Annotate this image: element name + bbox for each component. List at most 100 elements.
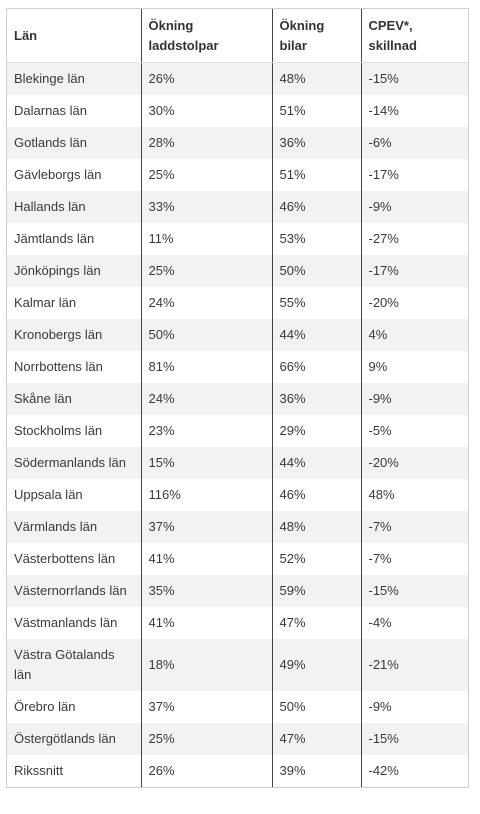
cell-cars-increase: 46%	[271, 479, 361, 511]
cell-county: Skåne län	[7, 383, 141, 415]
cell-county: Örebro län	[7, 691, 141, 723]
cell-cpev-difference: -9%	[360, 191, 468, 223]
cell-cars-increase: 39%	[271, 755, 361, 787]
cell-cars-increase: 44%	[271, 319, 361, 351]
cell-county: Gävleborgs län	[7, 159, 141, 191]
cell-charging-increase: 25%	[140, 723, 272, 755]
cell-cpev-difference: 48%	[360, 479, 468, 511]
header-cpev-difference: CPEV*, skillnad	[360, 9, 468, 63]
cell-cars-increase: 52%	[271, 543, 361, 575]
cell-charging-increase: 28%	[140, 127, 272, 159]
cell-county: Uppsala län	[7, 479, 141, 511]
cell-cars-increase: 50%	[271, 691, 361, 723]
table-header-row: Län Ökning laddstolpar Ökning bilar CPEV…	[7, 9, 468, 63]
cell-county: Stockholms län	[7, 415, 141, 447]
cell-cpev-difference: -15%	[360, 575, 468, 607]
cell-cpev-difference: -21%	[360, 639, 468, 691]
table-row: Blekinge län 26% 48% -15%	[7, 62, 468, 95]
cell-charging-increase: 33%	[140, 191, 272, 223]
cell-county: Västernorrlands län	[7, 575, 141, 607]
cell-cars-increase: 49%	[271, 639, 361, 691]
cell-county: Värmlands län	[7, 511, 141, 543]
cell-cars-increase: 66%	[271, 351, 361, 383]
table-row: Västerbottens län 41% 52% -7%	[7, 543, 468, 575]
cell-cars-increase: 53%	[271, 223, 361, 255]
cell-charging-increase: 15%	[140, 447, 272, 479]
cell-county: Blekinge län	[7, 62, 141, 95]
cell-charging-increase: 25%	[140, 255, 272, 287]
table-row: Södermanlands län 15% 44% -20%	[7, 447, 468, 479]
cell-charging-increase: 37%	[140, 691, 272, 723]
table-row: Jämtlands län 11% 53% -27%	[7, 223, 468, 255]
table-row: Västra Götalands län 18% 49% -21%	[7, 639, 468, 691]
table-row: Hallands län 33% 46% -9%	[7, 191, 468, 223]
data-table-container: Län Ökning laddstolpar Ökning bilar CPEV…	[6, 8, 469, 788]
cell-cars-increase: 29%	[271, 415, 361, 447]
cell-cpev-difference: 9%	[360, 351, 468, 383]
header-county: Län	[7, 9, 141, 63]
cell-cpev-difference: -27%	[360, 223, 468, 255]
header-charging-increase: Ökning laddstolpar	[140, 9, 272, 63]
table-row: Kronobergs län 50% 44% 4%	[7, 319, 468, 351]
cell-cars-increase: 48%	[271, 511, 361, 543]
header-cars-increase: Ökning bilar	[271, 9, 361, 63]
table-row: Norrbottens län 81% 66% 9%	[7, 351, 468, 383]
cell-cars-increase: 44%	[271, 447, 361, 479]
table-row: Jönköpings län 25% 50% -17%	[7, 255, 468, 287]
cell-cars-increase: 36%	[271, 383, 361, 415]
cell-charging-increase: 26%	[140, 62, 272, 95]
cell-charging-increase: 11%	[140, 223, 272, 255]
cell-charging-increase: 50%	[140, 319, 272, 351]
table-row: Värmlands län 37% 48% -7%	[7, 511, 468, 543]
cell-cpev-difference: -20%	[360, 287, 468, 319]
cell-cars-increase: 48%	[271, 62, 361, 95]
table-body: Blekinge län 26% 48% -15% Dalarnas län 30% 51%…	[7, 62, 468, 787]
table-row: Uppsala län 116% 46% 48%	[7, 479, 468, 511]
cell-charging-increase: 35%	[140, 575, 272, 607]
cell-county: Östergötlands län	[7, 723, 141, 755]
cell-cpev-difference: -17%	[360, 159, 468, 191]
cell-cpev-difference: -15%	[360, 62, 468, 95]
table-row: Stockholms län 23% 29% -5%	[7, 415, 468, 447]
table-row: Örebro län 37% 50% -9%	[7, 691, 468, 723]
county-comparison-table: Län Ökning laddstolpar Ökning bilar CPEV…	[7, 9, 468, 787]
cell-charging-increase: 26%	[140, 755, 272, 787]
cell-cpev-difference: -20%	[360, 447, 468, 479]
cell-charging-increase: 41%	[140, 607, 272, 639]
cell-county: Hallands län	[7, 191, 141, 223]
cell-cars-increase: 47%	[271, 607, 361, 639]
cell-cars-increase: 59%	[271, 575, 361, 607]
cell-county: Jämtlands län	[7, 223, 141, 255]
cell-county: Rikssnitt	[7, 755, 141, 787]
table-row: Östergötlands län 25% 47% -15%	[7, 723, 468, 755]
cell-cars-increase: 51%	[271, 95, 361, 127]
cell-cpev-difference: -14%	[360, 95, 468, 127]
cell-cpev-difference: -9%	[360, 691, 468, 723]
table-row: Dalarnas län 30% 51% -14%	[7, 95, 468, 127]
cell-charging-increase: 18%	[140, 639, 272, 691]
cell-charging-increase: 25%	[140, 159, 272, 191]
table-row: Skåne län 24% 36% -9%	[7, 383, 468, 415]
table-row: Gotlands län 28% 36% -6%	[7, 127, 468, 159]
cell-county: Dalarnas län	[7, 95, 141, 127]
cell-charging-increase: 23%	[140, 415, 272, 447]
cell-charging-increase: 30%	[140, 95, 272, 127]
cell-cpev-difference: -4%	[360, 607, 468, 639]
cell-cpev-difference: -15%	[360, 723, 468, 755]
table-row: Rikssnitt 26% 39% -42%	[7, 755, 468, 787]
cell-charging-increase: 37%	[140, 511, 272, 543]
cell-cpev-difference: -17%	[360, 255, 468, 287]
cell-county: Norrbottens län	[7, 351, 141, 383]
table-row: Västmanlands län 41% 47% -4%	[7, 607, 468, 639]
cell-cpev-difference: -5%	[360, 415, 468, 447]
cell-county: Kalmar län	[7, 287, 141, 319]
cell-cars-increase: 46%	[271, 191, 361, 223]
cell-cpev-difference: -7%	[360, 511, 468, 543]
cell-county: Västra Götalands län	[7, 639, 141, 691]
cell-charging-increase: 41%	[140, 543, 272, 575]
cell-county: Gotlands län	[7, 127, 141, 159]
cell-charging-increase: 116%	[140, 479, 272, 511]
table-row: Gävleborgs län 25% 51% -17%	[7, 159, 468, 191]
cell-cars-increase: 55%	[271, 287, 361, 319]
cell-charging-increase: 81%	[140, 351, 272, 383]
